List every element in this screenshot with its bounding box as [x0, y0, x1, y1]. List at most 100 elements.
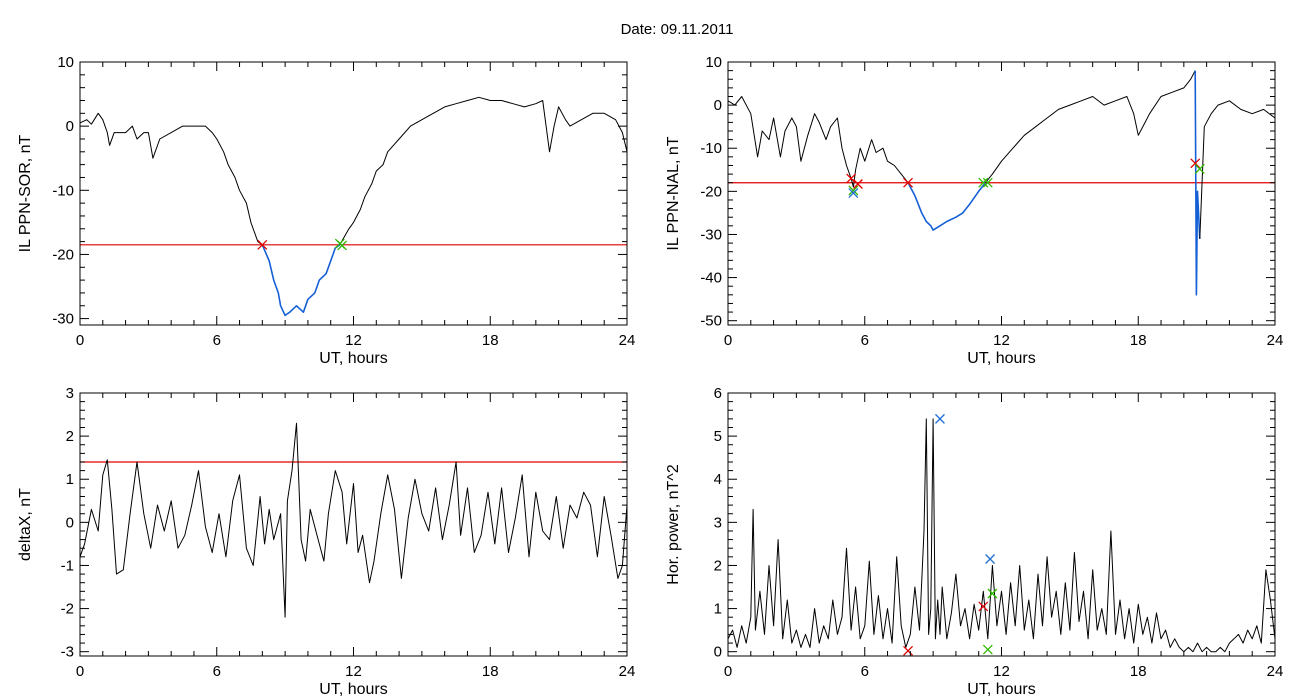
plot-area	[80, 422, 627, 618]
marker-stroke	[935, 413, 945, 424]
marker-green-8	[1194, 163, 1205, 174]
series-line-trace-0	[728, 418, 1275, 653]
marker-blue-1	[935, 413, 945, 424]
x-tick-label: 6	[213, 663, 221, 680]
series-line-trace-2	[339, 96, 627, 246]
marker-stroke	[337, 240, 348, 251]
marker-green-2	[848, 185, 859, 196]
marker-green-6	[982, 177, 993, 188]
x-tick-label: 24	[619, 663, 636, 680]
chart-panel-top-right: 0 6 12 18 24 -50 -40 -30 -20 -10 0 10 UT, hours IL PP…	[665, 54, 1283, 367]
series-line-trace-0	[80, 112, 263, 246]
x-tick-label: 12	[345, 663, 362, 680]
x-tick-label: 6	[861, 663, 869, 680]
plot-area	[80, 96, 627, 317]
y-tick-label: 0	[714, 97, 722, 114]
marker-green-2	[337, 240, 348, 251]
marker-red-7	[1190, 158, 1201, 169]
x-tick-label: 0	[76, 663, 84, 680]
series-line-trace-0	[728, 96, 854, 188]
y-tick-label: -30	[700, 226, 722, 243]
marker-stroke	[978, 177, 989, 188]
y-tick-label: 0	[66, 118, 74, 135]
marker-stroke	[848, 185, 859, 196]
y-axis-label: IL PPN-NAL, nT	[665, 136, 682, 250]
y-axis-label: IL PPN-SOR, nT	[17, 134, 34, 252]
x-tick-label: 6	[213, 332, 221, 349]
marker-stroke	[257, 239, 268, 250]
marker-stroke	[982, 644, 993, 655]
series-line-highlight-2	[907, 182, 987, 231]
plot-frame	[727, 61, 1276, 326]
marker-stroke	[1190, 158, 1201, 169]
plot-frame	[79, 392, 628, 657]
plot-frame	[727, 392, 1276, 657]
marker-red-0	[903, 645, 914, 656]
marker-stroke	[903, 645, 914, 656]
y-tick-label: -3	[61, 644, 74, 661]
series-line-trace-3	[985, 70, 1196, 184]
marker-stroke	[1194, 163, 1205, 174]
figure-title: Date: 09.11.2011	[621, 21, 734, 38]
y-tick-label: 0	[66, 514, 74, 531]
marker-red-4	[903, 177, 914, 188]
x-tick-label: 6	[861, 332, 869, 349]
marker-stroke	[978, 601, 989, 612]
y-tick-label: 0	[714, 644, 722, 661]
marker-green-4	[987, 588, 998, 599]
marker-stroke	[848, 188, 859, 199]
y-tick-label: -50	[700, 313, 722, 330]
marker-blue-3	[848, 188, 859, 199]
series-line-trace-5	[1199, 100, 1275, 239]
marker-red-2	[978, 601, 989, 612]
marker-stroke	[852, 179, 863, 189]
y-tick-label: 1	[66, 471, 74, 488]
x-tick-label: 12	[993, 332, 1010, 349]
series-line-highlight-1	[261, 244, 341, 317]
x-tick-label: 18	[1130, 663, 1147, 680]
marker-stroke	[987, 588, 998, 599]
x-axis-label: UT, hours	[319, 681, 387, 698]
x-tick-label: 24	[619, 332, 636, 349]
y-tick-label: -20	[700, 183, 722, 200]
plot-frame	[79, 61, 628, 326]
y-tick-label: 3	[66, 385, 74, 402]
marker-red-1	[852, 179, 863, 189]
marker-green-5	[978, 177, 989, 188]
y-tick-label: -2	[61, 601, 74, 618]
series-line-trace-0	[80, 422, 627, 618]
x-axis-label: UT, hours	[967, 350, 1035, 367]
y-tick-label: 4	[714, 471, 722, 488]
marker-red-0	[846, 173, 857, 184]
series-line-highlight-4	[1194, 70, 1201, 296]
x-tick-label: 12	[345, 332, 362, 349]
x-tick-label: 0	[724, 332, 732, 349]
x-tick-label: 24	[1267, 332, 1284, 349]
marker-stroke	[982, 177, 993, 188]
y-axis-label: deltaX, nT	[17, 488, 34, 561]
plot-area	[728, 418, 1275, 653]
y-tick-label: 5	[714, 428, 722, 445]
marker-blue-5	[985, 554, 996, 564]
marker-stroke	[903, 177, 914, 188]
y-tick-label: 10	[705, 54, 722, 71]
x-tick-label: 18	[482, 663, 499, 680]
y-tick-label: 2	[66, 428, 74, 445]
marker-green-3	[982, 644, 993, 655]
x-axis-label: UT, hours	[967, 681, 1035, 698]
y-tick-label: -1	[61, 557, 74, 574]
y-tick-label: 3	[714, 514, 722, 531]
y-tick-label: -10	[52, 182, 74, 199]
y-tick-label: 10	[57, 54, 74, 71]
plot-area	[728, 70, 1275, 296]
y-axis-label: Hor. power, nT^2	[665, 464, 682, 585]
x-tick-label: 24	[1267, 663, 1284, 680]
x-axis-label: UT, hours	[319, 350, 387, 367]
x-tick-label: 18	[1130, 332, 1147, 349]
marker-red-0	[257, 239, 268, 250]
x-tick-label: 0	[76, 332, 84, 349]
